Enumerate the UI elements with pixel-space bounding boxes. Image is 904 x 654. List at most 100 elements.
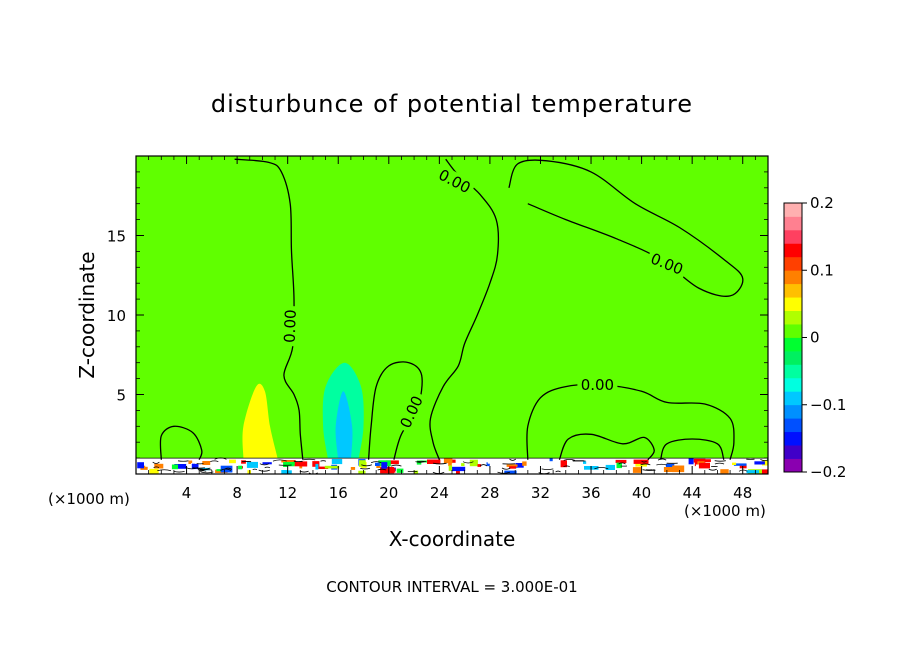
colorbar-swatch [784,458,802,473]
surface-contour [618,462,626,465]
surface-contour [555,470,561,473]
surface-cell [137,462,144,469]
colorbar-swatch [784,337,802,352]
surface-cell [262,462,272,465]
surface-cell [540,462,547,466]
surface-cell [701,459,711,462]
x-tick-label: 48 [733,484,752,502]
surface-contour [433,462,447,465]
colorbar-tick-label: −0.2 [810,463,846,481]
contour-label-bg [645,248,689,280]
surface-cell [732,462,737,465]
colorbar-tick-label: 0.1 [810,261,834,279]
surface-contour [259,463,270,466]
x-tick-label: 12 [278,484,297,502]
surface-contour [541,468,554,470]
surface-cell [615,459,627,463]
surface-cell [663,467,676,472]
contour-label-bg [280,305,299,347]
contour-line [508,159,744,297]
surface-cell [515,463,524,468]
surface-cell [487,459,498,464]
surface-cell [714,470,724,474]
surface-contour [640,463,651,466]
surface-cell [154,463,164,469]
surface-cell [281,460,295,463]
surface-cell [174,464,187,469]
colorbar-tick-label: −0.1 [810,396,846,414]
contour-line [526,383,735,460]
y-tick-label: 10 [107,307,126,325]
surface-cell [385,460,399,465]
surface-cell [451,466,466,472]
x-tick-label: 16 [329,484,348,502]
surface-cell [522,461,527,466]
colorbar-swatch [784,445,802,459]
surface-cell [746,470,760,474]
surface-contour [714,462,725,465]
surface-contour [497,471,511,474]
colorbar-swatch [784,270,802,285]
surface-cell [506,464,518,467]
surface-cell [443,458,453,464]
plot-area: 0.000.000.000.000.00 [136,156,768,474]
surface-contour [563,459,576,461]
surface-cell [149,468,159,474]
surface-contour [303,458,316,461]
x-unit-left: (×1000 m) [48,490,130,508]
surface-contour [642,469,655,471]
surface-contour [360,467,371,470]
surface-cell [456,469,460,474]
surface-cell [735,469,743,474]
surface-cell [733,463,747,466]
surface-cell [375,462,380,466]
surface-cell [583,461,587,464]
surface-contour [258,469,270,472]
surface-contour [563,465,570,468]
x-tick-label: 24 [430,484,449,502]
colorbar-swatch [784,216,802,231]
surface-cell [140,465,148,470]
x-tick-label: 8 [232,484,242,502]
surface-cell [145,462,150,467]
surface-contour [656,463,667,466]
x-tick-label: 44 [683,484,702,502]
surface-cell [549,458,553,462]
contour-label: 0.00 [281,309,300,343]
surface-cell [381,462,388,469]
colorbar-swatch [784,283,802,298]
surface-cell [605,461,611,468]
colorbar-swatch [784,310,802,325]
surface-cell [504,470,517,474]
surface-cell [448,465,453,471]
colorbar-swatch [784,350,802,365]
y-tick-label: 15 [107,228,126,246]
surface-contour [272,459,287,462]
surface-cell [324,465,340,469]
chart-title: disturbunce of potential temperature [211,90,693,118]
surface-cell [188,460,193,464]
x-tick-label: 36 [581,484,600,502]
x-tick-label: 4 [182,484,192,502]
surface-contour [415,461,425,463]
surface-cell [171,464,178,470]
surface-cell [315,466,329,469]
y-axis-label: Z-coordinate [75,251,99,378]
surface-contour [152,461,160,464]
surface-contour [320,460,327,462]
colorbar-swatch [784,243,802,258]
surface-contour [479,464,488,467]
contour-line [659,438,725,460]
colorbar: 0.2 0.1 0 −0.1 −0.2 [783,194,846,481]
surface-cell [281,469,292,474]
surface-contour [509,458,517,461]
surface-cell [247,470,251,474]
surface-contour [594,467,609,470]
x-axis: 4 8 12 16 20 24 28 32 36 40 44 48 [148,156,756,502]
surface-cell [246,461,258,468]
colorbar-swatch [784,418,802,433]
contour-line [159,425,203,460]
surface-cell [448,461,452,467]
surface-contour [641,460,647,463]
surface-cell [191,463,199,470]
